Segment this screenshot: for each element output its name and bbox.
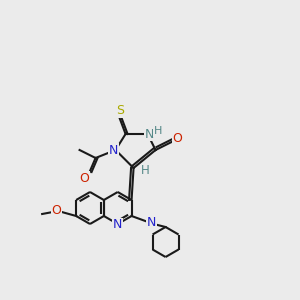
Text: N: N [147, 217, 156, 230]
Text: N: N [109, 143, 118, 157]
Text: S: S [117, 104, 124, 118]
Text: O: O [80, 172, 89, 184]
Text: H: H [153, 126, 162, 136]
Text: H: H [141, 164, 150, 178]
Text: O: O [172, 133, 182, 146]
Text: N: N [113, 218, 122, 232]
Text: N: N [145, 128, 154, 140]
Text: O: O [51, 203, 61, 217]
